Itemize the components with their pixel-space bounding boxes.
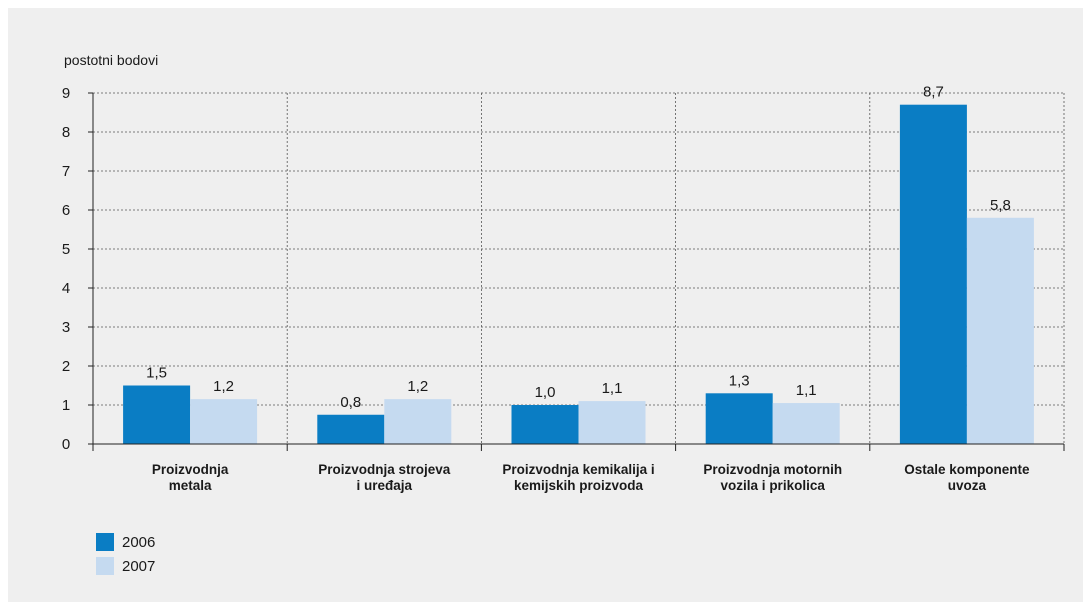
y-tick-label: 5 <box>62 241 70 258</box>
x-tick-label: Proizvodnja <box>152 462 229 477</box>
y-tick-label: 7 <box>62 163 70 180</box>
bar-chart: 1,5 0,8 1,0 1,3 8,7 1,2 1,2 1,1 1,1 5,8 0 1 2 3 4 5 6 7 8 9… <box>62 52 1065 493</box>
y-tick-label: 2 <box>62 358 70 375</box>
y-tick-label: 8 <box>62 124 70 141</box>
y-axis-label: postotni bodovi <box>64 52 158 68</box>
bar-2007-1 <box>384 399 452 444</box>
data-label: 5,8 <box>990 197 1011 214</box>
y-tick-label: 1 <box>62 397 70 414</box>
legend-item-2007: 2007 <box>96 554 155 578</box>
legend-label-2006: 2006 <box>122 533 156 551</box>
bar-2006-4 <box>899 104 967 444</box>
x-tick-label: Proizvodnja motornih <box>703 462 842 477</box>
x-tick-label: Proizvodnja strojeva <box>318 462 451 477</box>
bar-2007-3 <box>772 403 840 444</box>
y-tick-label: 3 <box>62 319 70 336</box>
x-tick-label: Ostale komponente <box>904 462 1030 477</box>
y-tick-label: 6 <box>62 202 70 219</box>
data-label: 1,2 <box>407 378 428 395</box>
x-tick-label: i uređaja <box>357 478 413 493</box>
data-label: 1,2 <box>213 378 234 395</box>
data-label: 1,3 <box>729 372 750 389</box>
x-tick-label: kemijskih proizvoda <box>514 478 644 493</box>
x-tick-label: uvoza <box>948 478 987 493</box>
x-tick-label: metala <box>169 478 212 493</box>
data-label: 1,0 <box>535 384 556 401</box>
x-tick-label: vozila i prikolica <box>721 478 826 493</box>
legend-item-2006: 2006 <box>96 530 155 554</box>
bar-2006-3 <box>705 393 773 444</box>
legend-swatch-2007 <box>96 557 114 575</box>
bar-2006-2 <box>511 405 579 444</box>
legend-swatch-2006 <box>96 533 114 551</box>
bar-2007-4 <box>966 217 1034 444</box>
chart-panel: 1,5 0,8 1,0 1,3 8,7 1,2 1,2 1,1 1,1 5,8 0 1 2 3 4 5 6 7 8 9… <box>8 8 1083 602</box>
data-label: 1,1 <box>602 380 623 397</box>
data-label: 0,8 <box>340 394 361 411</box>
y-tick-label: 4 <box>62 280 70 297</box>
bar-2006-1 <box>317 414 385 444</box>
y-tick-label: 0 <box>62 436 70 453</box>
bar-2006-0 <box>123 385 191 444</box>
data-label: 8,7 <box>923 84 944 101</box>
bar-2007-2 <box>578 401 646 444</box>
legend: 2006 2007 <box>96 530 155 578</box>
bar-2007-0 <box>190 399 258 444</box>
data-label: 1,1 <box>796 382 817 399</box>
y-tick-label: 9 <box>62 85 70 102</box>
data-label: 1,5 <box>146 365 167 382</box>
x-tick-label: Proizvodnja kemikalija i <box>502 462 654 477</box>
legend-label-2007: 2007 <box>122 557 156 575</box>
